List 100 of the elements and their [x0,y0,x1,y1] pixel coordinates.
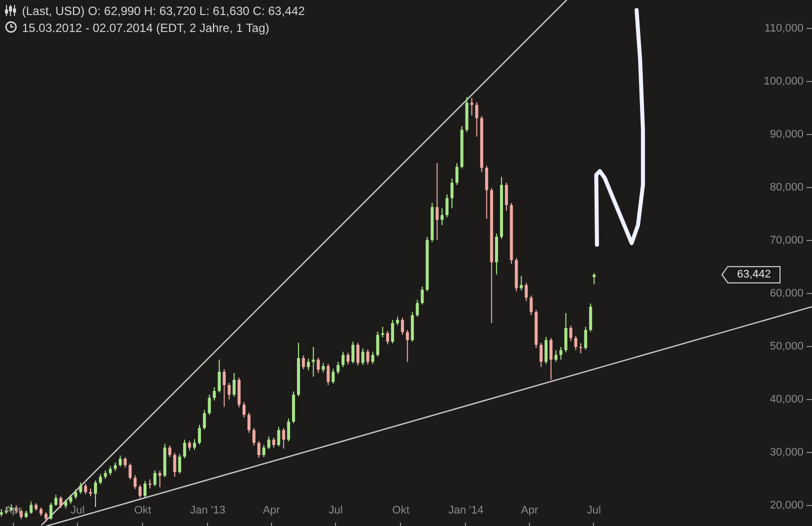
candlestick [183,439,186,459]
candlestick [267,436,270,450]
candlestick [228,382,231,400]
candlestick [128,462,132,480]
candlestick [564,312,568,353]
candlestick [212,386,216,401]
candlestick [446,194,449,218]
text: 15.03.2012 - 02.07.2014 (EDT, 2 Jahre, 1 Tag) [22,21,270,35]
x-tick-label: Jul [586,504,601,516]
candlestick [544,336,548,364]
candlestick [124,456,127,468]
candlestick [579,342,582,354]
candlestick [144,480,146,498]
candlestick [84,483,88,495]
candlestick [592,272,596,285]
candlestick [44,512,48,522]
y-tick-label: 20,000 [770,499,804,512]
candlestick [74,488,78,500]
candlestick [138,484,142,498]
y-tick-label: 30,000 [770,446,804,458]
candlestick [282,428,286,450]
annotation: 63,442 [737,268,771,281]
candlestick [524,282,528,302]
candlestick [222,368,226,408]
x-tick-label: Okt [134,504,152,516]
candlestick [381,326,384,338]
candlestick [470,97,474,116]
y-tick-label: 60,000 [770,287,804,300]
candlestick [69,494,72,504]
candlestick [342,351,345,368]
candlestick [386,330,390,345]
candlestick [312,346,315,378]
x-tick-label: Jul [70,504,85,516]
candlestick [134,474,137,490]
candlestick [436,162,439,240]
candlestick [504,182,508,212]
candlestick [316,357,320,374]
candlestick [540,342,543,368]
candlestick [287,418,290,442]
candlestick [450,178,454,209]
x-tick-label: Okt [392,504,410,516]
candlestick [356,342,360,366]
candlestick [94,480,97,508]
candlestick [59,496,62,508]
candlestick [400,317,404,336]
candlestick [302,354,305,370]
candlestick [530,295,533,316]
candlestick [416,299,419,318]
candlestick [54,494,58,506]
candlestick [272,437,276,448]
candlestick [158,470,162,488]
candlestick [178,453,182,474]
candlestick [98,474,102,485]
candlestick [475,102,478,138]
y-tick-label: 90,000 [770,128,804,141]
candlestick [440,208,444,226]
candlestick [108,466,112,476]
candlestick [232,372,236,398]
x-tick-label: Jul [328,504,343,516]
candlestick [193,438,196,450]
candlestick [550,337,552,380]
candlestick [520,275,523,291]
candlestick [391,319,394,344]
candlestick [569,325,572,342]
candlestick [252,428,256,446]
candlestick [247,412,250,434]
candlestick [376,331,380,357]
candlestick [332,368,335,384]
x-tick-label: Apr [262,504,280,516]
candlestick [208,394,211,416]
y-tick-label: 70,000 [770,234,804,246]
candlestick [277,426,280,448]
candlestick [371,351,374,364]
candlestick [148,478,152,489]
candlestick [584,326,588,350]
candlestick [326,363,330,386]
y-tick-label: 40,000 [770,393,804,406]
chart-title: (Last, USD) O: 62,990 H: 63,720 L: 61,630 C: 63,442 [22,4,306,18]
candlestick [79,482,82,494]
candlestick [559,346,562,360]
candlestick [242,402,246,418]
candlestick [322,362,325,373]
candlestick [64,499,68,510]
candlestick [306,358,310,371]
candlestick [346,352,350,365]
candlestick [262,444,266,458]
x-tick-label: Apr [521,504,538,516]
x-tick-label: Jan '13 [190,504,226,516]
y-tick-label: 50,000 [770,340,804,352]
candlestick [351,341,354,364]
candlestick [49,502,52,520]
candlestick [173,452,176,478]
candlestick [153,470,156,487]
candlestick [420,286,424,306]
candlestick [485,165,488,220]
line-series [594,8,645,247]
candlestick [30,501,33,514]
y-tick-label: 110,000 [764,22,804,35]
candlestick [168,444,172,458]
candlestick [257,440,260,458]
